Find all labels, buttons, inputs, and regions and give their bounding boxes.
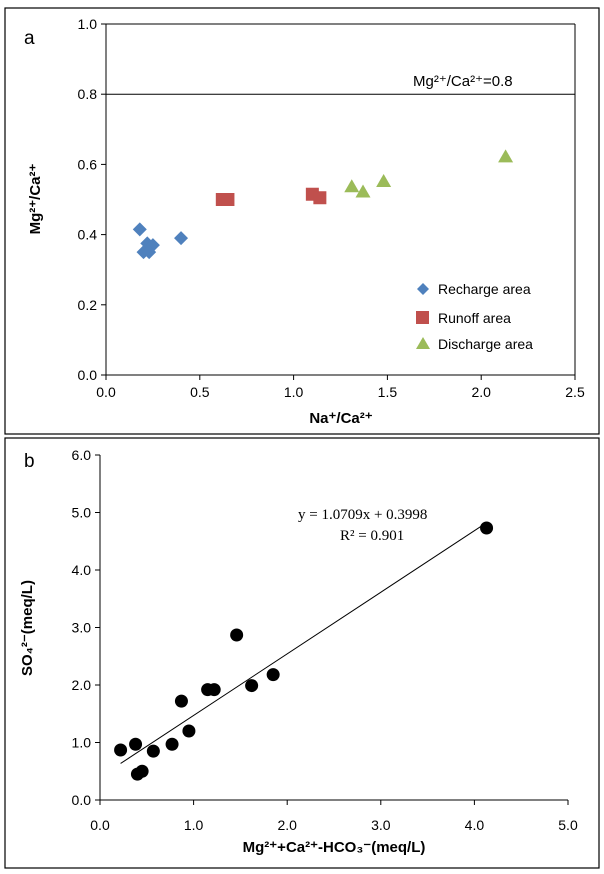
panel-b-label: b (24, 451, 35, 472)
y-tick-label: 0.0 (78, 367, 98, 383)
y-tick-label: 1.0 (72, 735, 92, 751)
data-point (165, 737, 179, 751)
y-tick-label: 4.0 (72, 562, 92, 578)
y-tick-label: 0.4 (78, 227, 98, 243)
y-tick-label: 2.0 (72, 677, 92, 693)
x-tick-label: 4.0 (465, 817, 485, 833)
discharge-point (344, 179, 360, 193)
legend-marker-runoff (416, 311, 429, 324)
data-point (245, 679, 259, 693)
x-tick-label: 2.5 (565, 384, 585, 400)
r-squared: R² = 0.901 (340, 528, 404, 544)
y-tick-label: 0.2 (78, 297, 98, 313)
panel-b-y-axis-label: SO₄²⁻(meq/L) (19, 580, 36, 676)
y-tick-label: 0.6 (78, 156, 98, 172)
trend-line (120, 522, 487, 764)
x-tick-label: 0.5 (190, 384, 210, 400)
legend-marker-discharge (416, 337, 430, 349)
panel-a-label: a (24, 28, 35, 49)
x-tick-label: 0.0 (90, 817, 110, 833)
panel-a-x-axis-label: Na⁺/Ca²⁺ (309, 410, 372, 427)
runoff-point (221, 193, 235, 206)
discharge-point (376, 173, 392, 187)
legend-label-discharge: Discharge area (438, 336, 533, 352)
discharge-point (498, 149, 514, 163)
discharge-point (355, 184, 371, 198)
data-point (266, 668, 280, 682)
panel-b-x-axis-label: Mg²⁺+Ca²⁺-HCO₃⁻(meq/L) (243, 839, 426, 856)
x-tick-label: 1.0 (184, 817, 204, 833)
panel-a: a 0.0 0.2 0.4 0.6 0.8 1.0 0.0 0.5 1.0 1.5 2.0 2.5 M… (4, 7, 600, 435)
data-point (146, 744, 160, 758)
recharge-point (132, 222, 147, 237)
panel-a-frame (4, 7, 600, 435)
y-tick-label: 5.0 (72, 505, 92, 521)
x-tick-label: 3.0 (371, 817, 391, 833)
y-tick-label: 6.0 (72, 447, 92, 463)
panel-b-frame (4, 437, 600, 869)
x-tick-label: 2.0 (277, 817, 297, 833)
data-point (480, 521, 494, 535)
x-tick-label: 2.0 (471, 384, 491, 400)
runoff-point (313, 191, 327, 205)
regression-equation: y = 1.0709x + 0.3998 (298, 507, 427, 523)
panel-b: b 0.0 1.0 2.0 3.0 4.0 5.0 6.0 0.0 1.0 2.0 3.0 4.0 5.… (4, 437, 600, 869)
legend: Recharge area Runoff area Discharge area (416, 281, 533, 352)
data-point (207, 683, 221, 697)
data-point (135, 764, 149, 778)
data-point (182, 724, 196, 738)
data-point (129, 737, 143, 751)
data-point (230, 628, 244, 642)
legend-label-recharge: Recharge area (438, 281, 531, 297)
x-tick-label: 0.0 (96, 384, 116, 400)
y-tick-label: 0.0 (72, 792, 92, 808)
legend-label-runoff: Runoff area (438, 310, 511, 326)
recharge-point (142, 245, 157, 260)
reference-line-label: Mg²⁺/Ca²⁺=0.8 (413, 73, 513, 90)
data-point (114, 743, 128, 757)
y-tick-label: 1.0 (78, 16, 98, 32)
panel-a-y-axis-label: Mg²⁺/Ca²⁺ (27, 164, 44, 235)
recharge-point (174, 231, 189, 246)
x-tick-label: 1.5 (378, 384, 398, 400)
x-tick-label: 5.0 (558, 817, 578, 833)
x-tick-label: 1.0 (284, 384, 304, 400)
y-tick-label: 0.8 (78, 86, 98, 102)
y-tick-label: 3.0 (72, 620, 92, 636)
legend-marker-recharge (417, 283, 429, 295)
data-point (174, 694, 188, 708)
